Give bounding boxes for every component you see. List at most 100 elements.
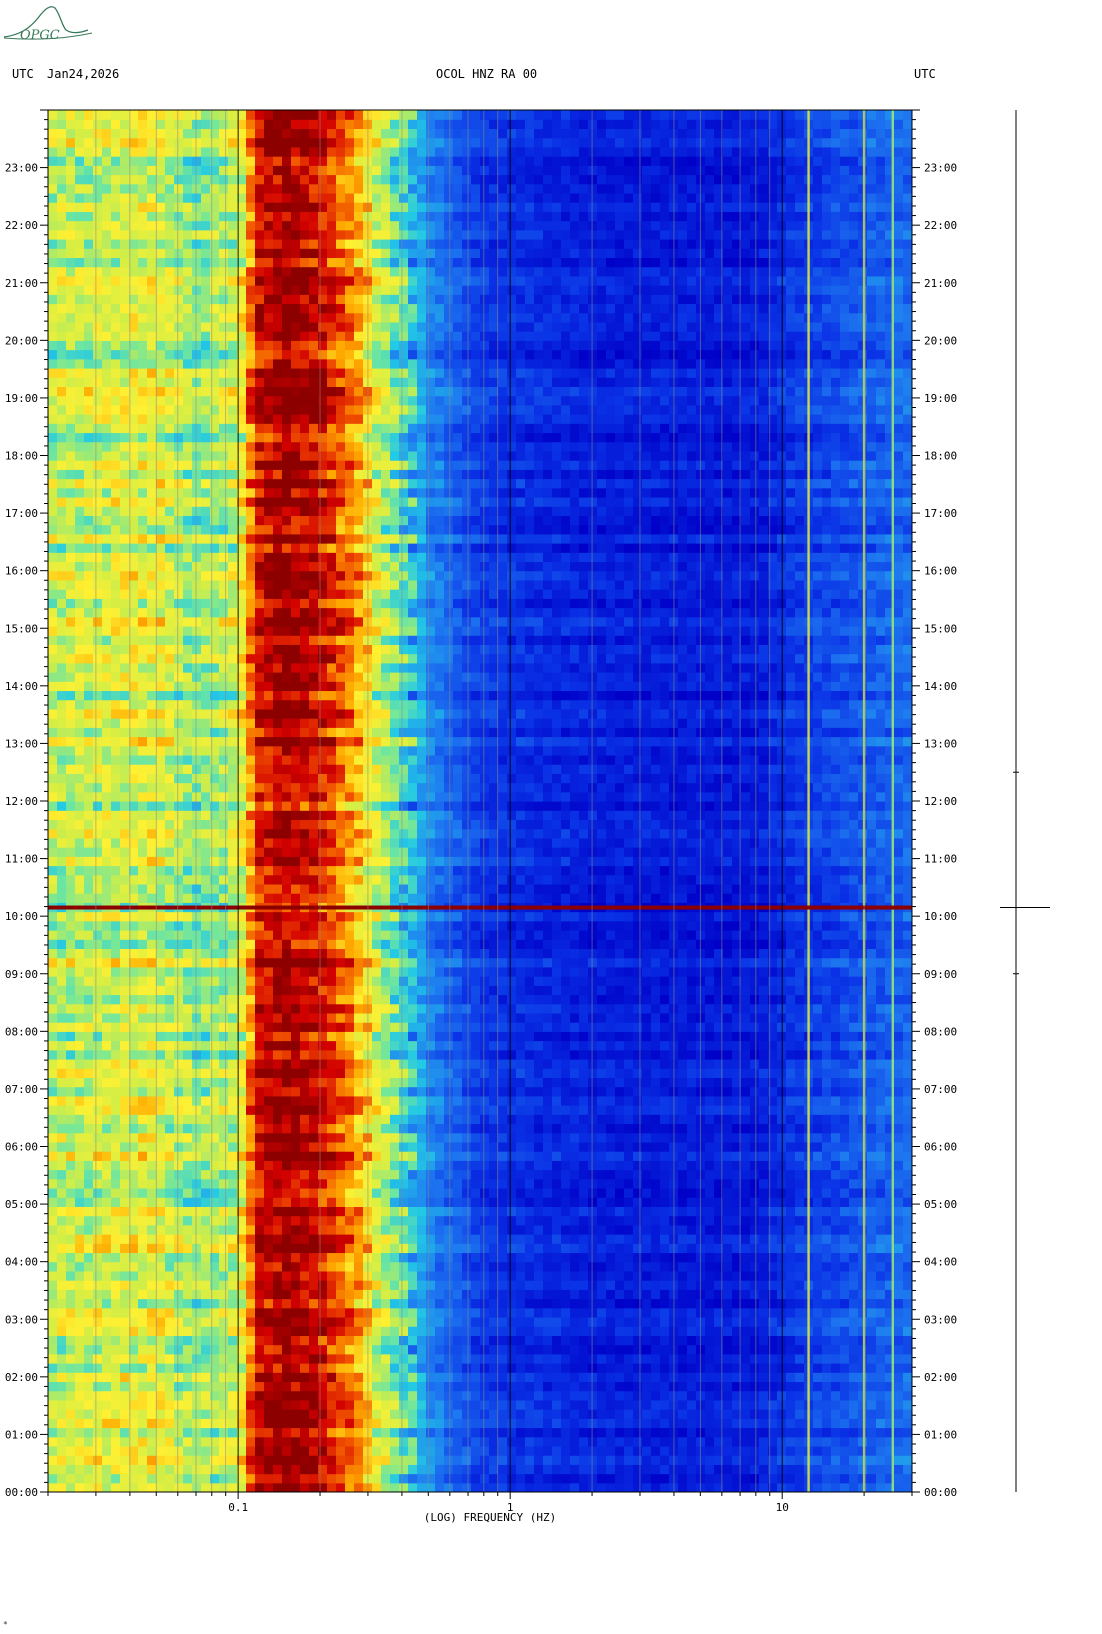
spectrogram-cell <box>165 625 175 636</box>
spectrogram-cell <box>84 1390 94 1401</box>
spectrogram-cell <box>57 469 67 480</box>
spectrogram-cell <box>57 414 67 424</box>
spectrogram-cell <box>111 1077 121 1088</box>
spectrogram-cell <box>174 920 184 931</box>
spectrogram-cell <box>201 450 211 461</box>
spectrogram-cell <box>129 616 139 627</box>
spectrogram-cell <box>48 1086 58 1097</box>
spectrogram-cell <box>237 579 247 590</box>
spectrogram-cell <box>210 211 220 222</box>
spectrogram-cell <box>273 395 283 406</box>
spectrogram-cell <box>273 1409 283 1419</box>
spectrogram-cell <box>66 506 76 516</box>
spectrogram-cell <box>120 110 130 120</box>
spectrogram-cell <box>147 1012 157 1023</box>
spectrogram-cell <box>75 303 85 314</box>
spectrogram-cell <box>75 801 85 811</box>
spectrogram-cell <box>264 598 274 609</box>
spectrogram-cell <box>201 183 211 194</box>
spectrogram-cell <box>264 1169 274 1180</box>
spectrogram-cell <box>291 469 301 480</box>
spectrogram-cell <box>210 718 220 728</box>
spectrogram-cell <box>309 1344 319 1355</box>
spectrogram-cell <box>48 1234 58 1244</box>
spectrogram-cell <box>120 174 130 185</box>
spectrogram-cell <box>309 736 319 747</box>
spectrogram-cell <box>255 496 265 507</box>
spectrogram-cell <box>84 911 94 922</box>
spectrogram-cell <box>75 782 85 793</box>
spectrogram-cell <box>264 635 274 645</box>
spectrogram-cell <box>129 1206 139 1217</box>
spectrogram-cell <box>291 1482 301 1492</box>
spectrogram-cell <box>48 1363 58 1373</box>
spectrogram-cell <box>111 248 121 259</box>
spectrogram-cell <box>237 1445 247 1456</box>
spectrogram-cell <box>282 1289 292 1300</box>
spectrogram-cell <box>246 1224 256 1235</box>
spectrogram-cell <box>93 275 103 286</box>
spectrogram-cell <box>111 929 121 940</box>
spectrogram-cell <box>336 865 346 876</box>
spectrogram-cell <box>336 966 346 977</box>
spectrogram-cell <box>327 211 337 222</box>
spectrogram-cell <box>300 782 310 793</box>
spectrogram-cell <box>129 543 139 553</box>
spectrogram-cell <box>84 865 94 876</box>
spectrogram-cell <box>102 635 112 645</box>
spectrogram-cell <box>309 1390 319 1401</box>
spectrogram-cell <box>192 883 202 894</box>
spectrogram-cell <box>84 1399 94 1410</box>
spectrogram-cell <box>183 285 193 295</box>
spectrogram-cell <box>327 524 337 535</box>
spectrogram-cell <box>327 1095 337 1106</box>
spectrogram-cell <box>219 745 229 756</box>
spectrogram-cell <box>201 1482 211 1492</box>
spectrogram-cell <box>75 1003 85 1014</box>
spectrogram-cell <box>273 598 283 609</box>
spectrogram-cell <box>75 294 85 305</box>
spectrogram-cell <box>147 1344 157 1355</box>
spectrogram-cell <box>75 929 85 940</box>
spectrogram-cell <box>273 589 283 599</box>
spectrogram-cell <box>120 414 130 424</box>
spectrogram-cell <box>183 506 193 516</box>
spectrogram-cell <box>174 662 184 673</box>
spectrogram-cell <box>201 561 211 572</box>
spectrogram-cell <box>66 976 76 986</box>
spectrogram-cell <box>66 1151 76 1161</box>
spectrogram-cell <box>138 1335 148 1346</box>
spectrogram-cell <box>84 1261 94 1272</box>
spectrogram-cell <box>93 414 103 424</box>
spectrogram-cell <box>57 699 67 710</box>
spectrogram-cell <box>93 1353 103 1364</box>
spectrogram-cell <box>300 1031 310 1042</box>
spectrogram-cell <box>192 183 202 194</box>
spectrogram-cell <box>165 1445 175 1456</box>
spectrogram-cell <box>336 708 346 719</box>
spectrogram-cell <box>219 1298 229 1309</box>
spectrogram-cell <box>57 220 67 231</box>
spectrogram-cell <box>282 1270 292 1281</box>
spectrogram-cell <box>66 672 76 682</box>
spectrogram-cell <box>147 543 157 553</box>
spectrogram-cell <box>318 1436 328 1447</box>
spectrogram-cell <box>75 137 85 148</box>
spectrogram-cell <box>336 690 346 701</box>
spectrogram-cell <box>264 524 274 535</box>
spectrogram-cell <box>147 561 157 572</box>
spectrogram-cell <box>84 137 94 148</box>
spectrogram-cell <box>291 257 301 268</box>
spectrogram-cell <box>300 764 310 774</box>
spectrogram-cell <box>264 1372 274 1383</box>
spectrogram-cell <box>183 1344 193 1355</box>
spectrogram-cell <box>120 625 130 636</box>
spectrogram-cell <box>84 211 94 222</box>
spectrogram-cell <box>165 708 175 719</box>
spectrogram-cell <box>264 1114 274 1125</box>
spectrogram-column <box>156 110 166 1492</box>
spectrogram-cell <box>210 570 220 581</box>
spectrogram-cell <box>291 708 301 719</box>
spectrogram-cell <box>201 321 211 332</box>
spectrogram-cell <box>291 515 301 526</box>
